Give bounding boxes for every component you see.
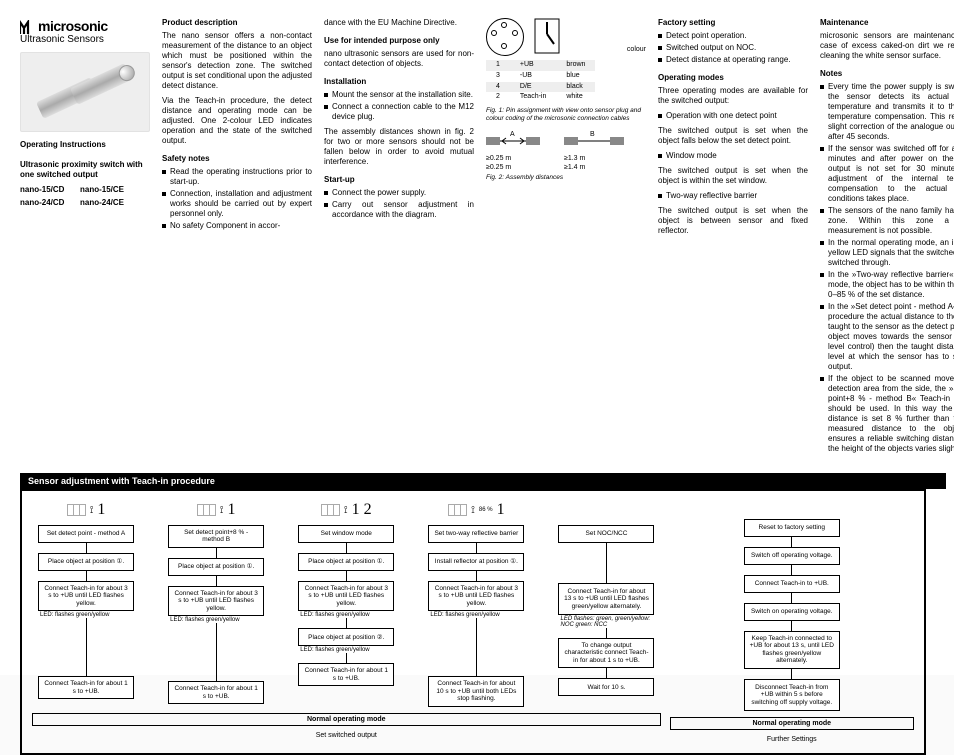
ip-heading: Use for intended purpose only — [324, 36, 474, 46]
nt-heading: Notes — [820, 69, 954, 79]
su-item: Carry out sensor adjustment in accordanc… — [324, 200, 474, 220]
su-item: Connect the power supply. — [324, 188, 474, 198]
safety-list: Read the operating instructions prior to… — [162, 167, 312, 231]
normal-mode-bar: Normal operating mode — [32, 713, 661, 726]
pd-p1: The nano sensor offers a non-contact mea… — [162, 31, 312, 91]
pin-assignment-table: 1+UBbrown 3-UBblue 4D/Eblack 2Teach-inwh… — [486, 60, 595, 103]
column-operating-modes: Factory setting Detect point operation.S… — [658, 18, 808, 459]
sn-heading: Safety notes — [162, 154, 312, 164]
ip-p: nano ultrasonic sensors are used for non… — [324, 49, 474, 69]
top-columns: microsonic Ultrasonic Sensors Operating … — [20, 18, 934, 459]
column-description: Product description The nano sensor offe… — [162, 18, 312, 459]
sn-item: No safety Component in accor- — [162, 221, 312, 231]
fs-heading: Factory setting — [658, 18, 808, 28]
fig1-caption: Fig. 1: Pin assignment with view onto se… — [486, 107, 646, 123]
flow-method-b: ⟟1 Set detect point+8 % - method B Place… — [162, 501, 270, 707]
datasheet-page: microsonic Ultrasonic Sensors Operating … — [0, 0, 954, 675]
teach-header-bar: Sensor adjustment with Teach-in procedur… — [20, 473, 946, 489]
su-heading: Start-up — [324, 175, 474, 185]
om-heading: Operating modes — [658, 73, 808, 83]
colour-label: colour — [627, 18, 646, 55]
assembly-diagram: A ≥0.25 m≥0.25 m B ≥1.3 m≥1.4 m — [486, 131, 646, 172]
brand-subtitle: Ultrasonic Sensors — [20, 34, 150, 47]
switch-symbol-icon — [534, 18, 560, 54]
ins-p: The assembly distances shown in fig. 2 f… — [324, 127, 474, 167]
column-installation: dance with the EU Machine Directive. Use… — [324, 18, 474, 459]
fig2-caption: Fig. 2: Assembly distances — [486, 174, 646, 182]
teach-diagram: ⟟1 Set detect point - method A Place obj… — [20, 489, 926, 755]
flow-window: ⟟12 Set window mode Place object at posi… — [292, 501, 400, 707]
column-pin-diagram: colour 1+UBbrown 3-UBblue 4D/Eblack 2Tea… — [486, 18, 646, 459]
operating-instructions-heading: Operating Instructions — [20, 140, 150, 150]
pd-p2: Via the Teach-in procedure, the detect d… — [162, 96, 312, 146]
sn-item: Read the operating instructions prior to… — [162, 167, 312, 187]
pd-heading: Product description — [162, 18, 312, 28]
ins-item: Connect a connection cable to the M12 de… — [324, 102, 474, 122]
sn-item: Connection, installation and adjustment … — [162, 189, 312, 219]
flow-reset: Reset to factory setting Switch off oper… — [670, 519, 914, 711]
further-settings-label: Further Settings — [670, 736, 914, 743]
switch-title: Ultrasonic proximity switch with one swi… — [20, 160, 150, 180]
flow-method-a: ⟟1 Set detect point - method A Place obj… — [32, 501, 140, 707]
column-notes: Maintenance microsonic sensors are maint… — [820, 18, 954, 459]
connector-plug-icon — [486, 18, 524, 56]
svg-text:B: B — [590, 131, 595, 138]
model-list: nano-15/CDnano-15/CE nano-24/CDnano-24/C… — [20, 184, 150, 210]
column-brand: microsonic Ultrasonic Sensors Operating … — [20, 18, 150, 459]
flow-reflective: ⟟86 %1 Set two-way reflective barrier In… — [422, 501, 530, 707]
ins-item: Mount the sensor at the installation sit… — [324, 90, 474, 100]
normal-mode-bar-r: Normal operating mode — [670, 717, 914, 730]
svg-text:A: A — [510, 131, 515, 138]
mn-heading: Maintenance — [820, 18, 954, 28]
ins-heading: Installation — [324, 77, 474, 87]
flow-noc-ncc: 1 Set NOC/NCC Connect Teach-in for about… — [552, 501, 660, 707]
product-photo — [20, 52, 150, 132]
startup-list: Connect the power supply. Carry out sens… — [324, 188, 474, 220]
set-output-label: Set switched output — [32, 732, 661, 739]
sn-cont: dance with the EU Machine Directive. — [324, 18, 474, 28]
install-list: Mount the sensor at the installation sit… — [324, 90, 474, 122]
